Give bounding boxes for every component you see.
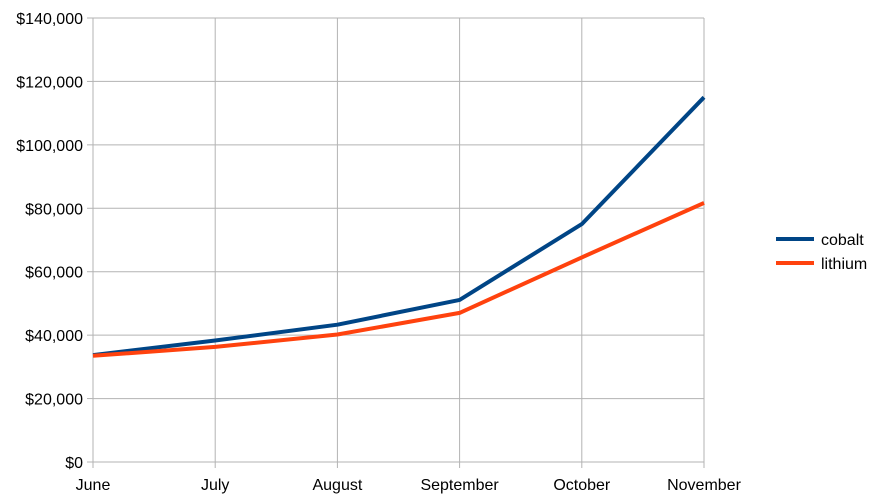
- y-tick-label: $140,000: [16, 11, 83, 28]
- legend-label-cobalt: cobalt: [821, 232, 864, 249]
- series-line-lithium: [92, 201, 705, 358]
- series-line-cobalt: [92, 95, 706, 358]
- legend: cobalt lithium: [776, 232, 867, 273]
- y-tick-label: $40,000: [25, 328, 83, 345]
- legend-label-lithium: lithium: [821, 256, 867, 273]
- x-tick-label: September: [420, 477, 499, 494]
- y-tick-label: $80,000: [25, 201, 83, 218]
- y-axis-tick-labels: $0 $20,000 $40,000 $60,000 $80,000 $100,000 $1…: [16, 11, 83, 472]
- x-tick-label: June: [76, 477, 111, 494]
- y-tick-label: $100,000: [16, 138, 83, 155]
- x-axis-ticks: [92, 462, 705, 468]
- x-tick-label: October: [553, 477, 611, 494]
- series-lines: [92, 95, 706, 358]
- x-tick-label: July: [201, 477, 229, 494]
- y-tick-label: $60,000: [25, 265, 83, 282]
- x-axis-tick-labels: June July August September October November: [76, 477, 742, 494]
- x-tick-label: November: [667, 477, 741, 494]
- x-tick-label: August: [312, 477, 362, 494]
- gridlines: [87, 17, 705, 463]
- y-tick-label: $0: [65, 455, 83, 472]
- y-tick-label: $120,000: [16, 74, 83, 91]
- y-tick-label: $20,000: [25, 392, 83, 409]
